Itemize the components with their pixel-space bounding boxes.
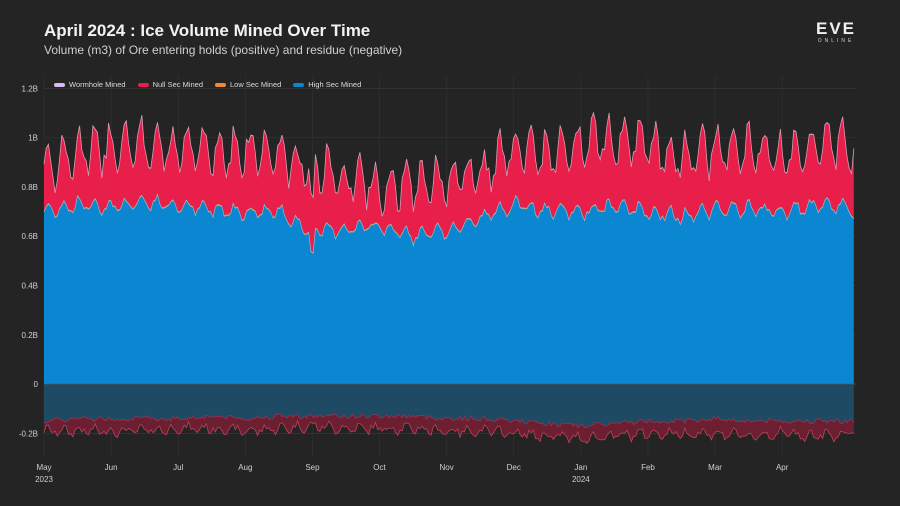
high-sec-line: [43, 192, 855, 254]
x-tick-label: May: [36, 463, 51, 472]
y-tick-label: 0.2B: [22, 331, 38, 340]
legend-item[interactable]: Null Sec Mined: [137, 80, 204, 89]
high-sec-mined-area: [44, 194, 854, 385]
legend-item[interactable]: High Sec Mined: [293, 80, 361, 89]
legend-label: Null Sec Mined: [152, 80, 204, 89]
x-tick-label: Mar: [708, 463, 722, 472]
legend-item[interactable]: Wormhole Mined: [54, 80, 126, 89]
total-mined-line: [43, 111, 855, 217]
x-tick-label: Jan: [574, 463, 587, 472]
legend-swatch: [137, 82, 149, 87]
x-tick-sublabel: 2023: [35, 475, 53, 484]
x-tick-label: Feb: [641, 463, 655, 472]
low-sec-mined-area: [44, 192, 854, 254]
x-tick-label: Sep: [305, 463, 320, 472]
legend-item[interactable]: Low Sec Mined: [215, 80, 281, 89]
chart-subtitle: Volume (m3) of Ore entering holds (posit…: [44, 43, 403, 57]
y-tick-label: 0.8B: [22, 183, 38, 192]
y-tick-label: 1.2B: [22, 84, 38, 93]
eve-online-logo: EVE ONLINE: [806, 20, 866, 46]
legend-label: Wormhole Mined: [69, 80, 126, 89]
x-tick-label: Dec: [507, 463, 521, 472]
residue-high-sec-area: [44, 384, 854, 428]
legend-label: High Sec Mined: [308, 80, 362, 89]
x-tick-label: Oct: [373, 463, 386, 472]
y-tick-label: 0.4B: [22, 281, 38, 290]
logo-sub-text: ONLINE: [817, 38, 855, 44]
y-tick-label: 0: [34, 380, 39, 389]
legend-swatch: [215, 82, 227, 87]
x-tick-label: Apr: [776, 463, 789, 472]
y-tick-label: 1B: [28, 134, 38, 143]
x-tick-label: Jul: [173, 463, 183, 472]
y-tick-label: -0.2B: [19, 429, 38, 438]
y-tick-label: 0.6B: [22, 232, 38, 241]
residue-high-sec-line: [44, 413, 855, 429]
residue-null-sec-area: [44, 413, 854, 444]
x-tick-label: Nov: [440, 463, 454, 472]
residue-null-sec-line: [43, 419, 854, 444]
x-tick-label: Jun: [105, 463, 118, 472]
chart-title: April 2024 : Ice Volume Mined Over Time: [44, 21, 371, 40]
chart-legend: Wormhole Mined Null Sec Mined Low Sec Mine…: [54, 80, 361, 89]
x-tick-label: Aug: [238, 463, 252, 472]
legend-label: Low Sec Mined: [230, 80, 282, 89]
x-tick-sublabel: 2024: [572, 475, 590, 484]
legend-swatch: [54, 82, 65, 87]
logo-main-text: EVE: [815, 19, 857, 38]
legend-swatch: [293, 82, 305, 87]
